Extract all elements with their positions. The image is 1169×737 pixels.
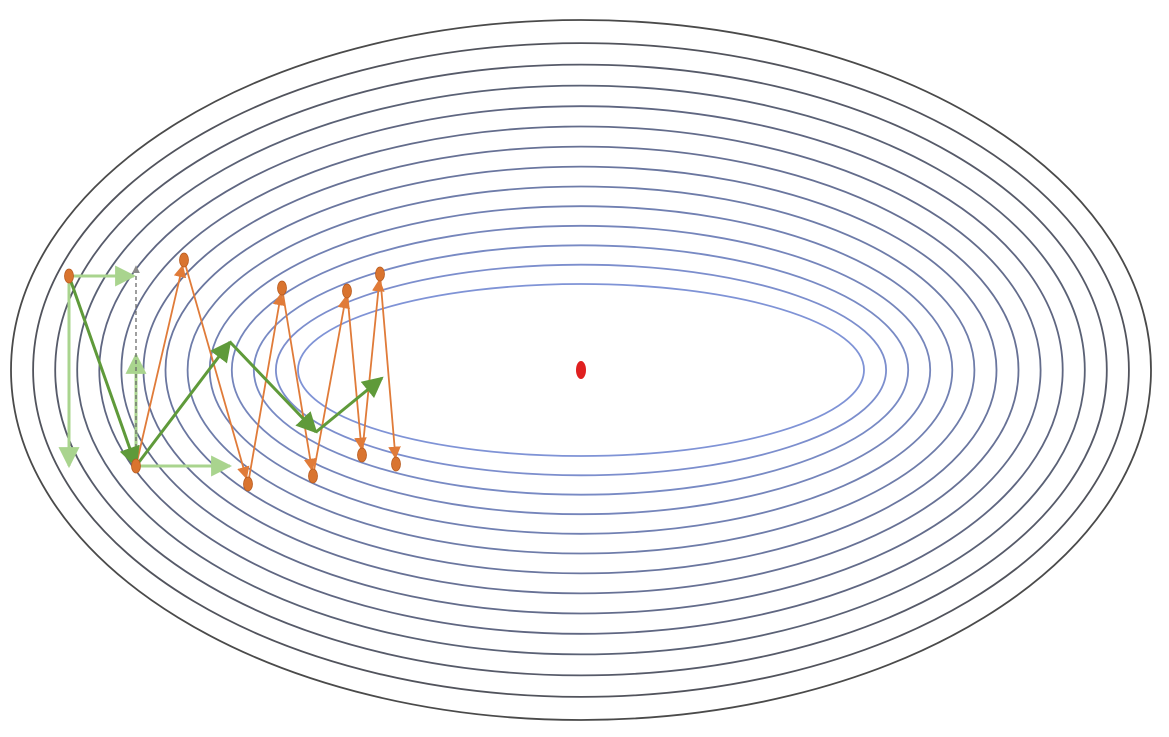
contour-ring [76, 84, 1086, 656]
sgd-step-arrow [135, 264, 187, 467]
sgd-point [342, 283, 352, 299]
sgd-step-arrow [346, 290, 367, 451]
contour-ring [98, 105, 1064, 635]
sgd-point [64, 268, 74, 284]
sgd-point [131, 458, 141, 474]
momentum-step-arrow [315, 376, 384, 434]
sgd-point [308, 468, 318, 484]
contour-ring [164, 165, 998, 575]
sgd-step-arrow [379, 273, 401, 460]
contour-ring [252, 244, 910, 496]
contour-ring [32, 42, 1130, 698]
sgd-step-arrow [312, 295, 351, 477]
sgd-step-arrow [183, 259, 250, 480]
momentum-step-arrow [67, 275, 140, 468]
loss-contours [10, 19, 1152, 721]
sgd-point [243, 476, 253, 492]
momentum-decomposition-vectors [58, 265, 233, 477]
contour-ring [54, 63, 1108, 677]
sgd-point [375, 266, 385, 282]
sgd-point [277, 280, 287, 296]
sgd-points [64, 252, 401, 492]
sgd-step-arrow [281, 287, 317, 472]
sgd-step-arrow [361, 278, 385, 456]
contour-ring [186, 185, 976, 555]
contour-ring [10, 19, 1152, 721]
sgd-point [357, 447, 367, 463]
contour-ring [120, 125, 1042, 615]
contour-ring [230, 224, 932, 516]
minimum-point [576, 361, 586, 379]
contour-ring [297, 283, 865, 457]
momentum-step-arrow [228, 340, 318, 434]
momentum-step-arrow [134, 340, 232, 467]
contour-ring [274, 263, 888, 477]
sgd-point [391, 456, 401, 472]
sgd-step-arrow [247, 292, 286, 485]
momentum-path [67, 275, 384, 468]
sgd-point [179, 252, 189, 268]
